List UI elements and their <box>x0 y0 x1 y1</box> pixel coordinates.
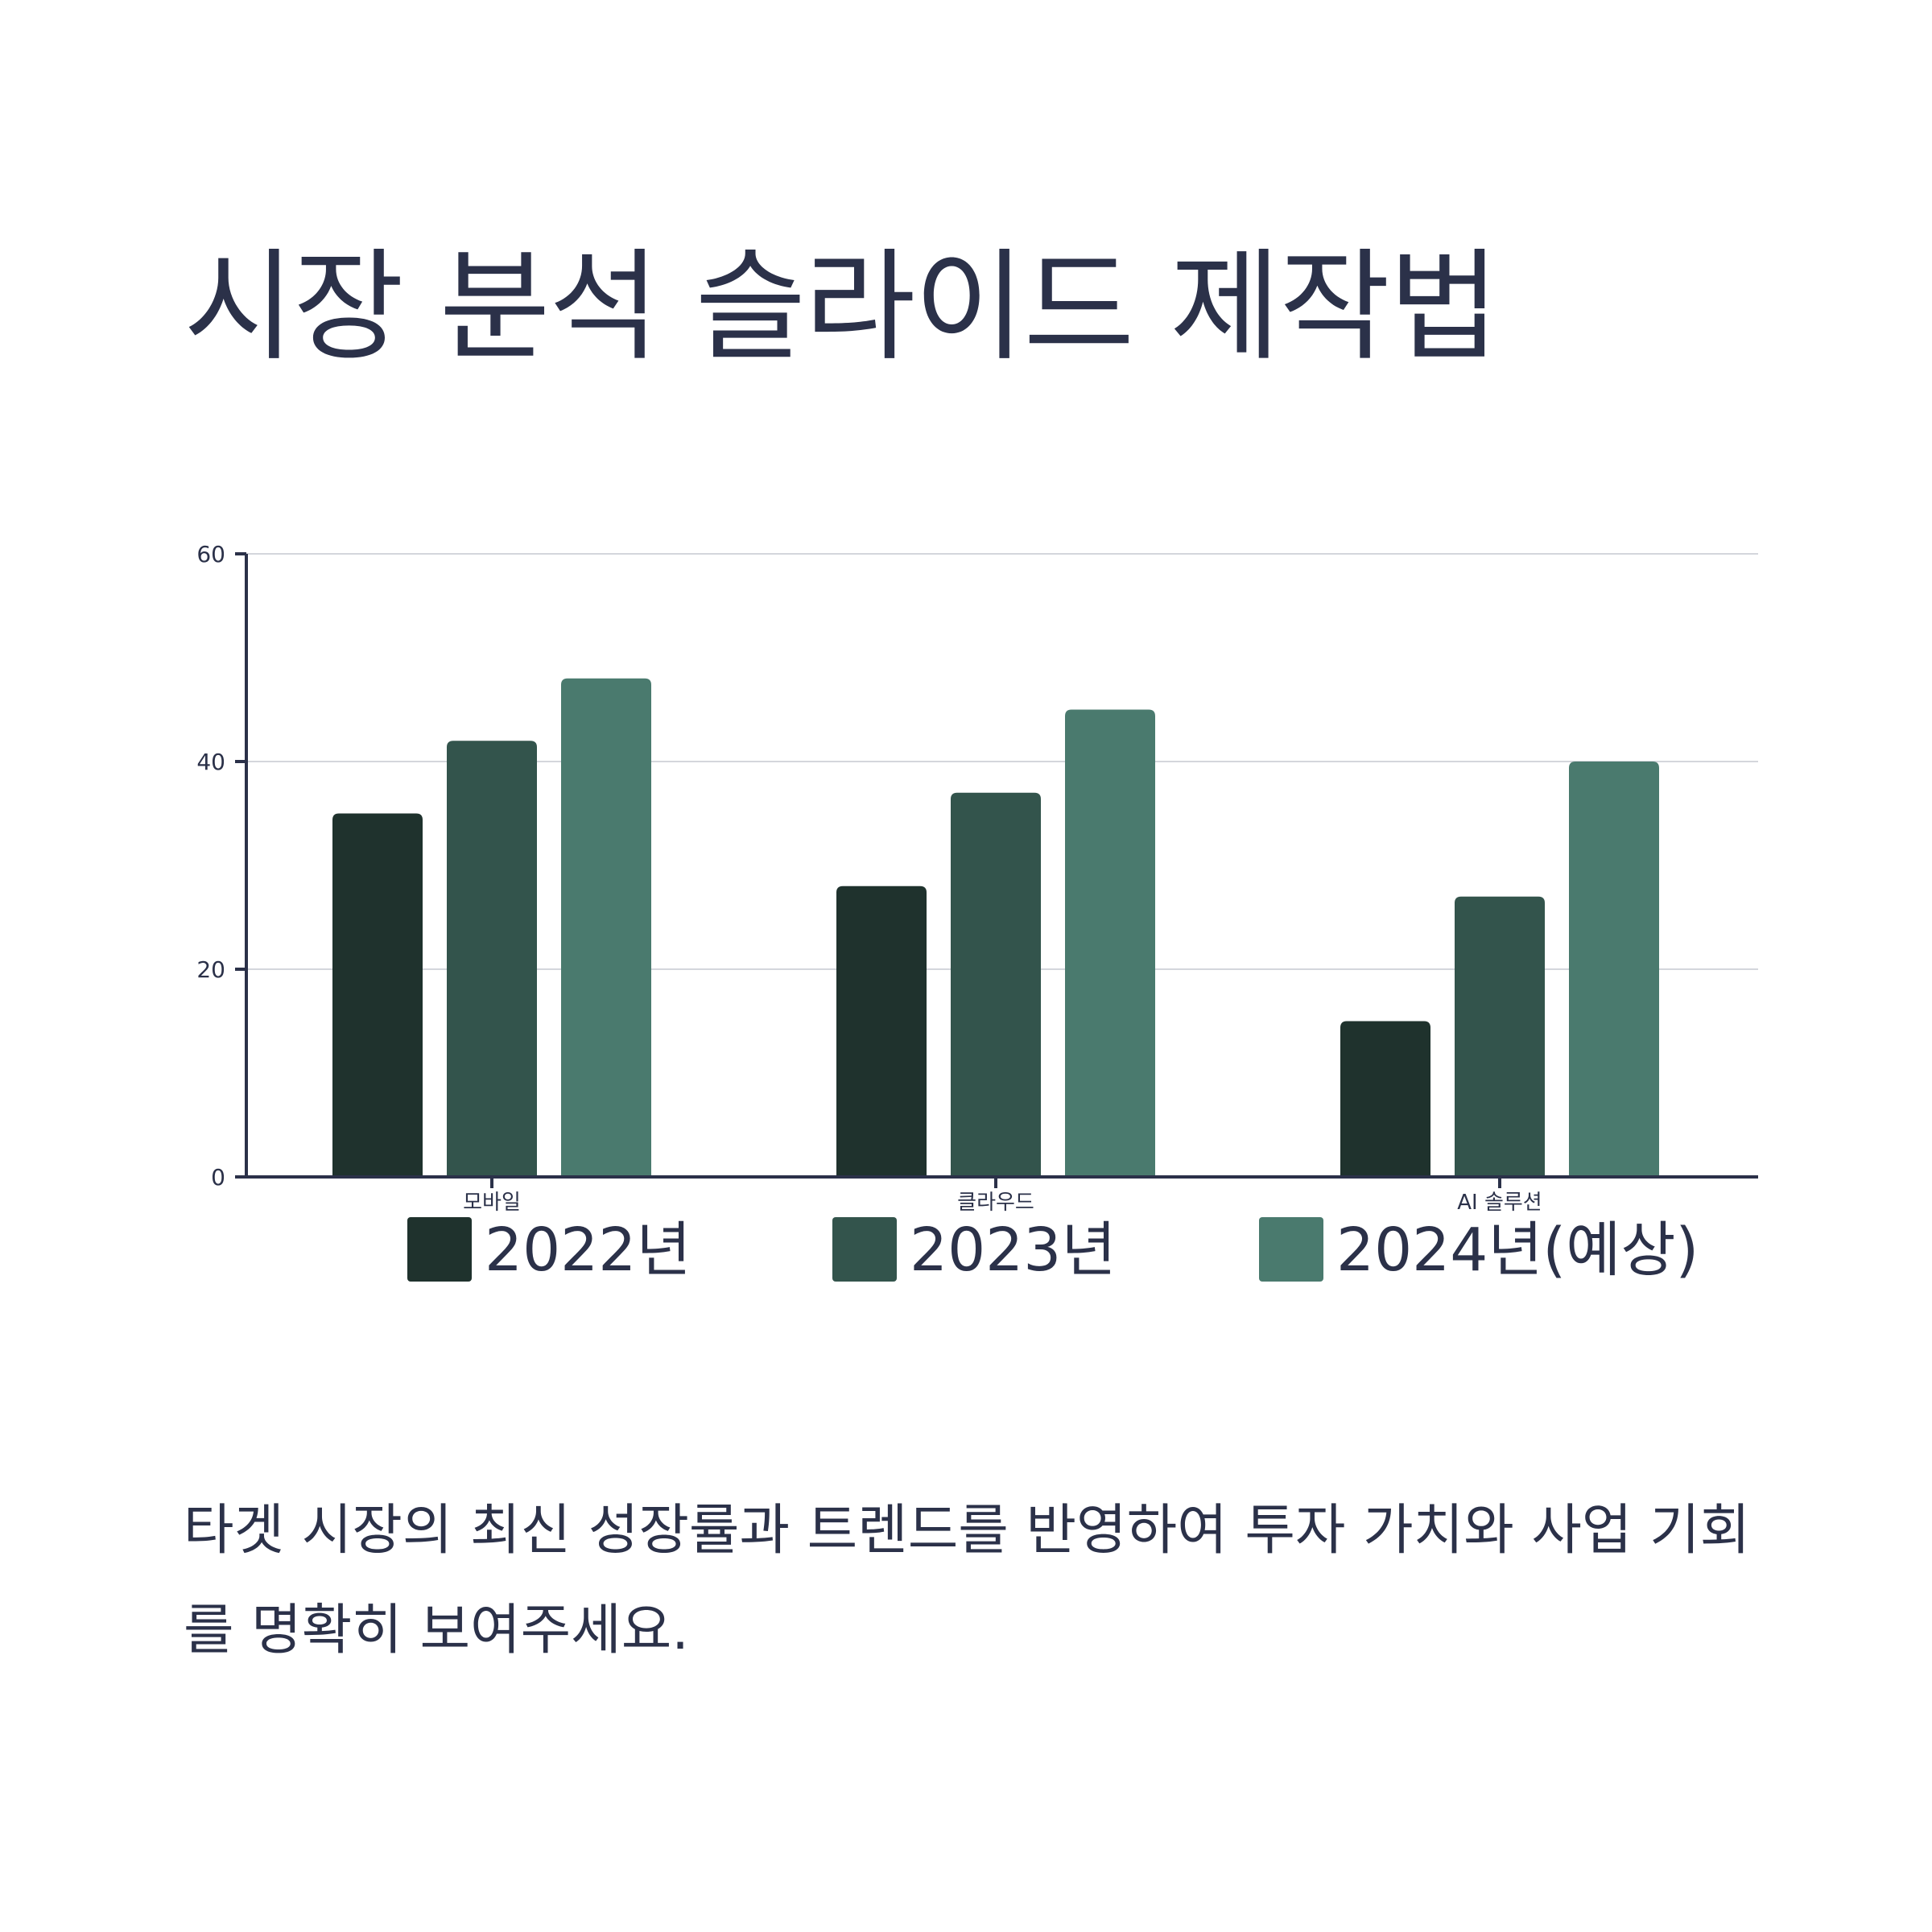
y-tick-label: 0 <box>211 1164 225 1191</box>
legend-swatch <box>832 1217 897 1282</box>
legend-swatch <box>1259 1217 1323 1282</box>
legend-label: 2023년 <box>910 1216 1116 1285</box>
bar <box>447 741 537 1177</box>
legend-label: 2022년 <box>485 1216 691 1285</box>
category-label: 클라우드 <box>957 1191 1034 1215</box>
bar <box>836 886 927 1177</box>
category-label: AI 솔루션 <box>1457 1191 1542 1215</box>
bar <box>332 813 423 1177</box>
y-tick-label: 40 <box>196 749 225 775</box>
y-tick-label: 20 <box>196 956 225 983</box>
y-tick-label: 60 <box>196 541 225 568</box>
slide-title: 시장 분석 슬라이드 제작법 <box>184 237 1500 378</box>
category-labels: 모바일 클라우드 AI 솔루션 <box>463 1191 1542 1215</box>
bar <box>1569 762 1659 1177</box>
bars <box>332 678 1659 1177</box>
y-tick-labels: 0 20 40 60 <box>196 541 225 1191</box>
axes <box>235 552 1758 1188</box>
slide-description: 타겟 시장의 최신 성장률과 트렌드를 반영하여 투자 가치와 사업 기회를 명… <box>184 1499 1751 1662</box>
bar <box>1455 896 1545 1177</box>
category-label: 모바일 <box>463 1191 521 1215</box>
legend-label: 2024년(예상) <box>1336 1216 1699 1285</box>
bar <box>951 792 1041 1177</box>
bar <box>1065 709 1155 1177</box>
legend: 2022년 2023년 2024년(예상) <box>407 1216 1699 1285</box>
bar <box>1340 1021 1430 1177</box>
legend-swatch <box>407 1217 472 1282</box>
bar <box>561 678 651 1177</box>
